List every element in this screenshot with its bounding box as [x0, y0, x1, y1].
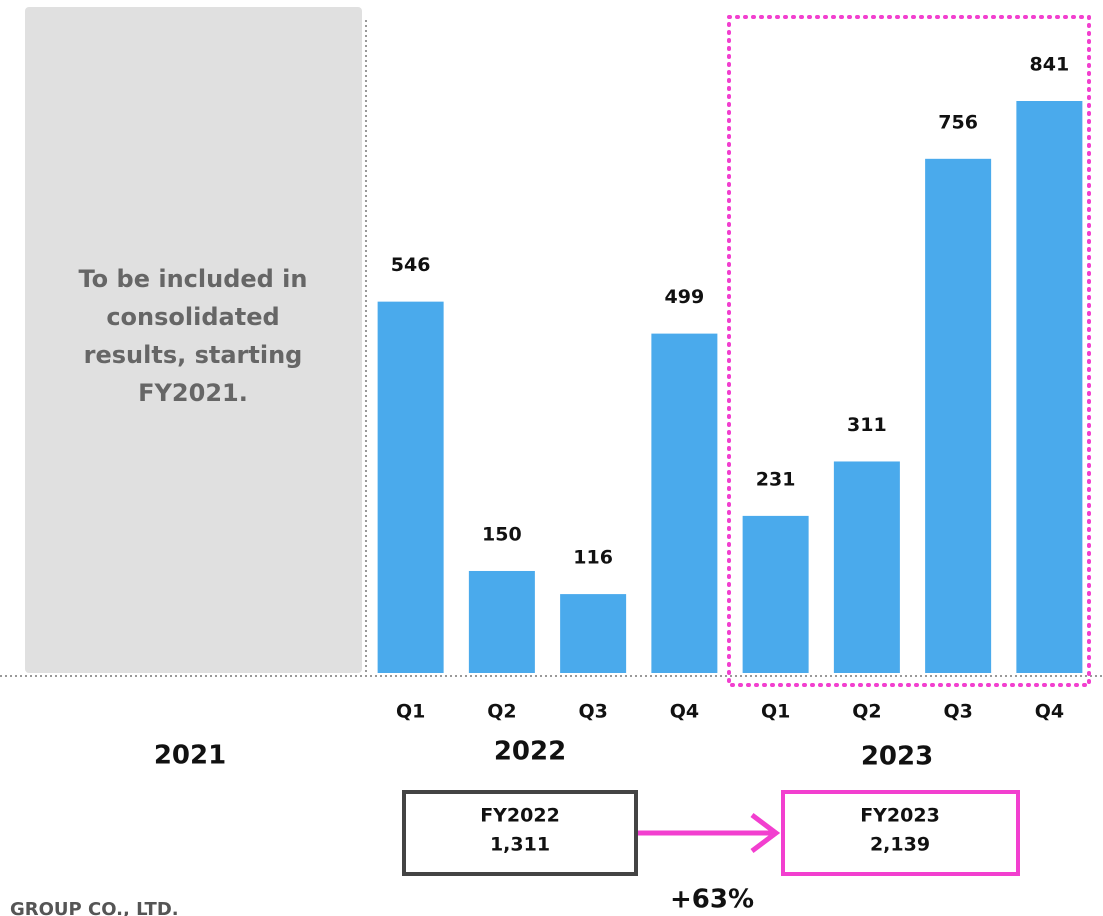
note-line: FY2021.: [138, 379, 248, 407]
value-label: 311: [847, 414, 887, 436]
x-tick-label: Q1: [761, 701, 790, 723]
year-label: 2021: [154, 741, 226, 771]
value-label: 116: [573, 547, 613, 569]
bar: [377, 301, 444, 673]
year-label: 2022: [494, 737, 566, 767]
x-tick-label: Q2: [487, 701, 516, 723]
year-label: 2023: [861, 742, 933, 772]
x-tick-label: Q4: [1035, 701, 1064, 723]
value-label: 841: [1030, 54, 1070, 76]
bar: [1016, 101, 1083, 673]
fy-box: [402, 790, 638, 876]
x-tick-label: Q4: [670, 701, 699, 723]
fy-box: [781, 790, 1020, 876]
fy-value: 2,139: [870, 834, 930, 856]
bar: [833, 461, 900, 673]
excluded-period: [25, 7, 362, 673]
fy-label: FY2023: [860, 805, 940, 827]
growth-arrow: [638, 813, 781, 853]
bar: [560, 594, 627, 673]
value-label: 546: [391, 254, 431, 276]
bar: [651, 333, 718, 673]
value-label: 150: [482, 523, 522, 545]
x-tick-label: Q1: [396, 701, 425, 723]
bar: [742, 515, 809, 673]
note-line: To be included in: [79, 265, 308, 293]
note-line: consolidated: [106, 303, 279, 331]
highlight-box: [727, 15, 1091, 687]
bar: [468, 570, 535, 673]
bar: [925, 158, 992, 673]
value-label: 499: [665, 286, 705, 308]
footer: GROUP CO., LTD.: [10, 899, 179, 916]
x-tick-label: Q3: [943, 701, 972, 723]
growth-label: +63%: [670, 885, 754, 915]
value-label: 231: [756, 468, 796, 490]
note-line: results, starting: [84, 341, 303, 369]
value-label: 756: [938, 111, 978, 133]
x-tick-label: Q2: [852, 701, 881, 723]
x-tick-label: Q3: [578, 701, 607, 723]
fy-label: FY2022: [480, 805, 560, 827]
fy-value: 1,311: [490, 834, 550, 856]
